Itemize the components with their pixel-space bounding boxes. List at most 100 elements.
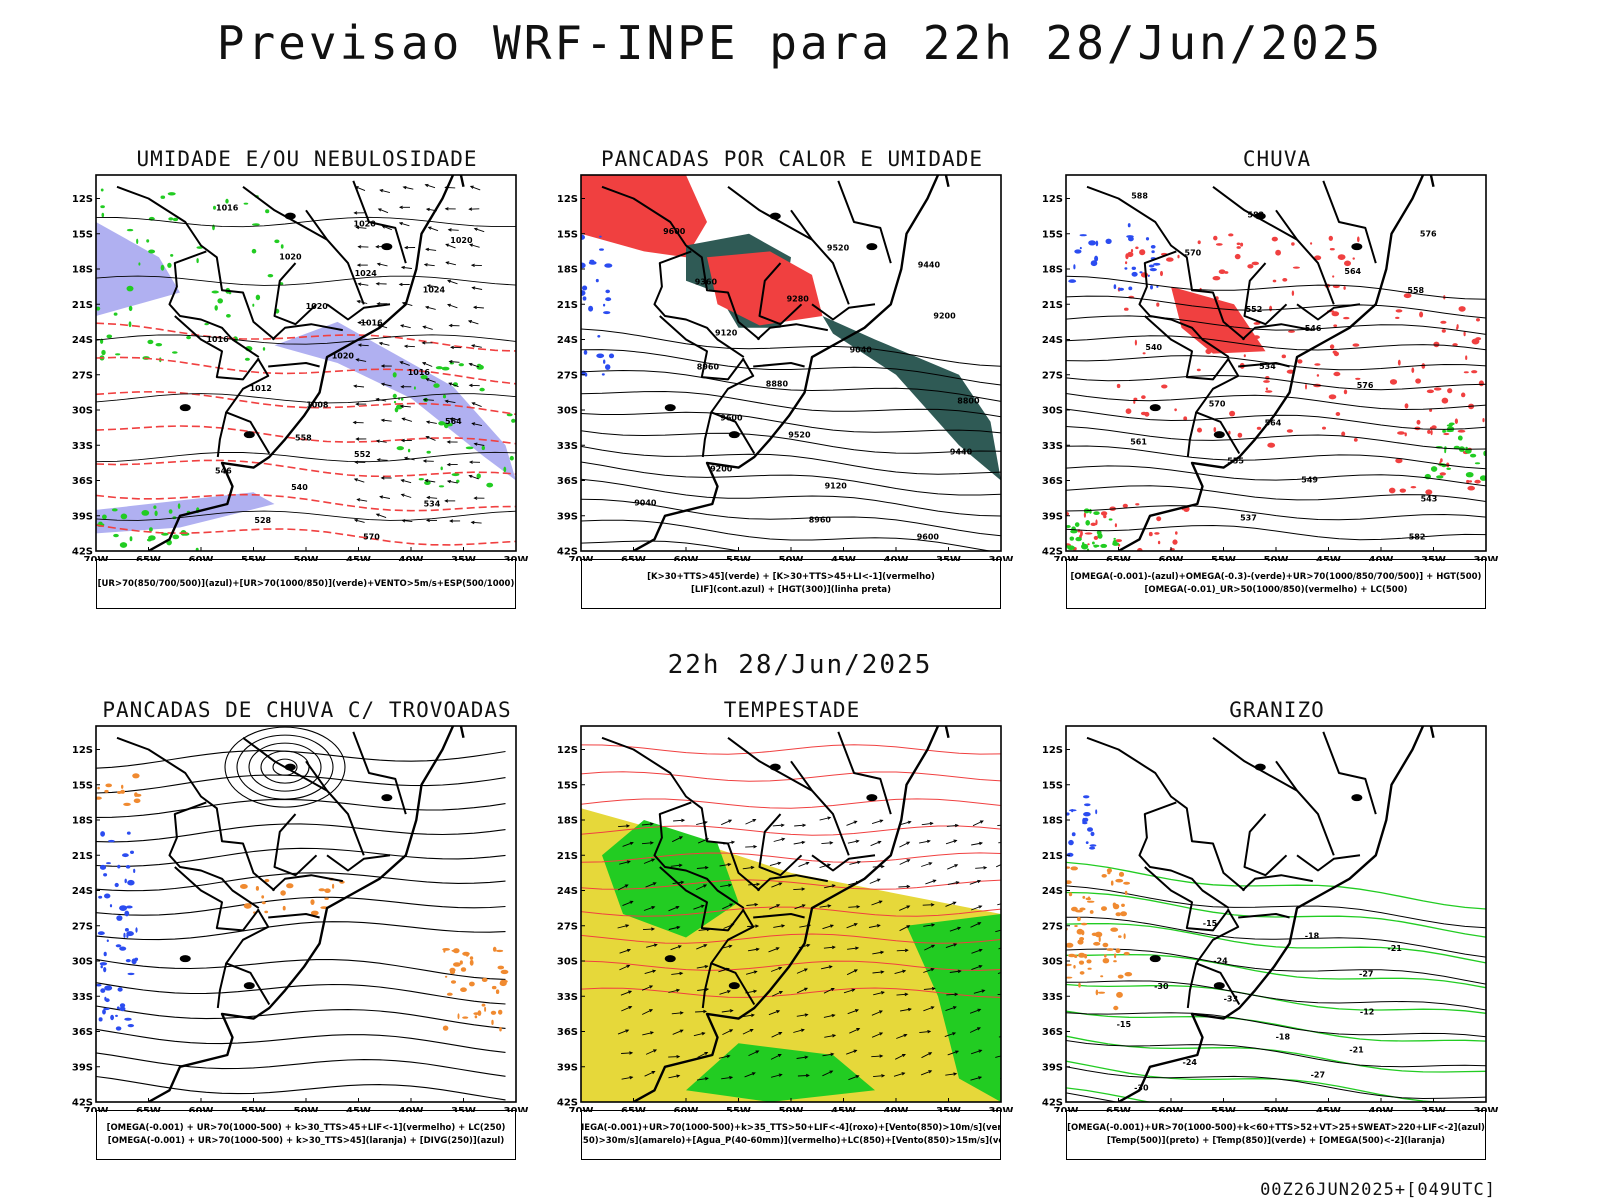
map-content: [96, 726, 516, 1102]
model-run-label: 00Z26JUN2025+[049UTC]: [1260, 1180, 1496, 1200]
high-pressure-ring: [236, 734, 334, 800]
legend-box: [OMEGA(-0.001)-(azul)+OMEGA(-0.3)-(verde…: [1066, 559, 1486, 609]
legend-line: [CJ(250)>30m/s](amarelo)+[Agua_P(40-60mm…: [581, 1136, 1001, 1146]
lat-tick-label: 42S: [557, 547, 578, 558]
contour-label: -30: [1154, 982, 1169, 991]
lake-mark: [1149, 404, 1161, 412]
contour-label: 9200: [710, 464, 733, 473]
lat-tick-label: 39S: [72, 511, 93, 522]
border-line: [326, 303, 391, 321]
wind850-green-area: [602, 820, 739, 938]
lon-tick-label: 60W: [1159, 1106, 1184, 1112]
lon-tick-label: 60W: [1159, 555, 1184, 561]
lat-tick-label: 18S: [557, 265, 578, 276]
contour-label: 555: [1227, 457, 1244, 466]
temp-850-contours: [1066, 861, 1486, 1102]
border-line: [659, 866, 745, 932]
geography-layer: [1086, 175, 1435, 551]
lon-tick-label: 65W: [136, 1106, 161, 1112]
border-line: [756, 323, 828, 341]
lat-tick-label: 27S: [72, 370, 93, 381]
lon-tick-label: 35W: [1421, 555, 1446, 561]
contour-label: -24: [1213, 957, 1228, 966]
storm-red-area: [707, 251, 823, 326]
map-granizo: -15-18-21-24-27-30-33-12-15-18-21-24-27-…: [1042, 725, 1498, 1112]
humidity-blue-area: [274, 321, 516, 481]
border-line: [659, 315, 745, 381]
border-line: [168, 801, 260, 909]
contour-label: 1012: [250, 384, 272, 393]
border-line: [242, 736, 328, 792]
rain-red-speckle: [1388, 293, 1485, 495]
border-line: [305, 760, 365, 856]
contour-label: 8800: [957, 397, 980, 406]
border-line: [268, 362, 320, 368]
legend-box: [UR>70(850/700/500)](azul)+[UR>70(1000/8…: [96, 559, 516, 609]
lat-tick-label: 39S: [72, 1062, 93, 1073]
border-line: [174, 315, 260, 381]
lon-tick-label: 60W: [189, 1106, 214, 1112]
lat-tick-label: 30S: [557, 957, 578, 968]
lake-mark: [1213, 982, 1225, 990]
border-line: [1138, 250, 1230, 358]
lat-tick-label: 12S: [1042, 745, 1063, 756]
lat-tick-label: 42S: [72, 1098, 93, 1109]
lat-tick-label: 30S: [1042, 406, 1063, 417]
contour-label: 1016: [206, 335, 229, 344]
lat-tick-label: 42S: [1042, 1098, 1063, 1109]
humidity-green-speckle: [96, 188, 284, 363]
coastline: [632, 175, 950, 551]
lon-tick-label: 55W: [241, 555, 266, 561]
temp-500-contours: [1066, 885, 1486, 1102]
high-pressure-ring: [272, 758, 298, 776]
convective-teal-area: [822, 316, 1001, 481]
border-line: [1322, 180, 1377, 264]
contour-label: 1024: [355, 269, 378, 278]
lat-tick-label: 30S: [72, 957, 93, 968]
contour-label: 546: [215, 467, 232, 476]
contour-label-layer: -15-18-21-24-27-30-33-12-15-18-21-24-27-…: [1117, 919, 1403, 1093]
lat-tick-label: 18S: [1042, 816, 1063, 827]
contour-label: 552: [354, 450, 371, 459]
border-line: [811, 854, 876, 872]
humidity-blue-area: [96, 222, 180, 316]
contour-label: 9040: [634, 498, 657, 507]
lake-mark: [1254, 212, 1266, 220]
border-line: [273, 262, 318, 326]
contour-label: 8960: [809, 515, 832, 524]
lon-tick-label: 70W: [84, 1106, 109, 1112]
lat-tick-label: 24S: [1042, 335, 1063, 346]
border-line: [1241, 874, 1313, 892]
legend-box: [OMEGA(-0.001)+UR>70(1000-500)+k<60+TTS>…: [1066, 1110, 1486, 1160]
lon-tick-label: 65W: [1106, 1106, 1131, 1112]
border-line: [352, 180, 407, 264]
contour-label: -24: [1183, 1058, 1198, 1067]
lon-tick-label: 45W: [1316, 1106, 1341, 1112]
lon-tick-label: 40W: [1369, 1106, 1394, 1112]
border-line: [168, 250, 260, 358]
panel-title: PANCADAS POR CALOR E UMIDADE: [600, 147, 983, 171]
lat-tick-label: 33S: [72, 992, 93, 1003]
border-line: [352, 731, 407, 815]
lon-tick-label: 55W: [241, 1106, 266, 1112]
lat-tick-label: 15S: [557, 229, 578, 240]
lat-tick-label: 12S: [1042, 194, 1063, 205]
contour-label: 1020: [450, 236, 473, 245]
lake-mark: [1351, 243, 1363, 251]
contour-label: 570: [1209, 400, 1226, 409]
lat-tick-label: 15S: [72, 780, 93, 791]
panel-tempestade: TEMPESTADE 12S 15S 18S 21S 24S 27S 30S 33S 36S 39…: [545, 698, 1015, 1178]
border-line: [1322, 731, 1377, 815]
lat-tick-label: 33S: [1042, 441, 1063, 452]
border-line: [837, 180, 892, 264]
coastline: [147, 726, 465, 1102]
contour-label: 8960: [697, 363, 720, 372]
lon-tick-label: 40W: [884, 1106, 909, 1112]
convective-orange-speckle: [240, 877, 345, 916]
lake-mark: [284, 763, 296, 771]
lon-tick-label: 35W: [936, 555, 961, 561]
omega-orange-speckle: [1066, 866, 1133, 1011]
lat-tick-label: 27S: [557, 921, 578, 932]
lat-tick-label: 36S: [557, 476, 578, 487]
